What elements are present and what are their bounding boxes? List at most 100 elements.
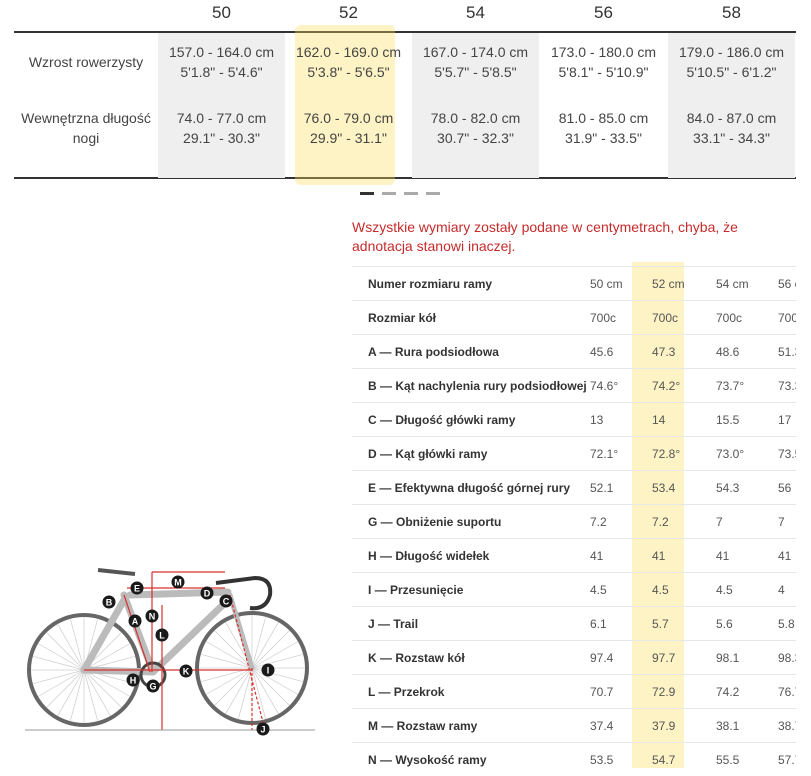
table-cell: 4.5 (652, 583, 669, 597)
table-cell: 54.3 (716, 481, 740, 495)
table-row: G — Obniżenie suportu 7.2 7.2 7 7 (352, 504, 796, 538)
size-cell: 74.0 - 77.0 cm 29.1" - 30.3" (176, 110, 267, 146)
table-cell: 38.7 (778, 719, 796, 733)
table-row: E — Efektywna długość górnej rury 52.1 53.… (352, 470, 796, 504)
marker-d: D (200, 586, 214, 600)
svg-text:L: L (159, 631, 165, 641)
table-cell: 98.1 (716, 651, 740, 665)
table-row: Rozmiar kół700c700c700c700c (352, 300, 796, 334)
table-cell: 7.2 (590, 515, 607, 529)
table-cell: 57.7 (778, 753, 796, 767)
svg-text:I: I (267, 666, 270, 676)
table-cell: 14 (652, 413, 666, 427)
marker-n: N (145, 609, 159, 623)
svg-text:J: J (260, 725, 265, 735)
table-cell: 41 (778, 549, 792, 563)
table-cell: 5.8 (778, 617, 795, 631)
table-cell: 73.7° (716, 379, 745, 393)
table-cell: 7 (778, 515, 785, 529)
size-column-bg (412, 33, 539, 178)
table-cell: 37.9 (652, 719, 676, 733)
highlight-marker (632, 262, 684, 768)
marker-h: H (126, 673, 140, 687)
table-cell: 73.5° (778, 447, 796, 461)
table-cell: 97.4 (590, 651, 614, 665)
size-cell: 78.0 - 82.0 cm 30.7" - 32.3" (430, 110, 521, 146)
table-cell: 700c (590, 311, 617, 325)
table-cell: 38.1 (716, 719, 740, 733)
svg-text:K: K (183, 667, 190, 677)
table-cell: 52.1 (590, 481, 614, 495)
marker-c: C (219, 594, 233, 608)
size-header: 56 (594, 3, 613, 22)
table-row: J — Trail 6.1 5.7 5.6 5.8 (352, 606, 796, 640)
table-cell: 76.7 (778, 685, 796, 699)
svg-text:C: C (223, 597, 230, 607)
size-cell: 76.0 - 79.0 cm 29.9" - 31.1" (303, 110, 394, 146)
table-cell: 51.3 (778, 345, 796, 359)
svg-text:H: H (130, 676, 137, 686)
table-cell: 72.8° (652, 447, 681, 461)
marker-a: A (128, 614, 142, 628)
table-cell: 55.5 (716, 753, 740, 767)
table-row: I — Przesunięcie 4.5 4.5 4.5 4 (352, 572, 796, 606)
size-column-bg (668, 33, 795, 178)
table-cell: 74.2° (652, 379, 681, 393)
row-label: Wewnętrzna długość nogi (21, 110, 151, 146)
table-cell: 700c (652, 311, 679, 325)
table-cell: 50 cm (590, 277, 623, 291)
row-label: Wzrost rowerzysty (28, 54, 144, 70)
units-note: Wszystkie wymiary zostały podane w centy… (352, 219, 738, 254)
carousel-dot[interactable] (426, 192, 440, 195)
table-cell: 48.6 (716, 345, 740, 359)
bike-geometry-diagram: A B C D E G H I J K L M N (25, 568, 315, 736)
marker-l: L (155, 628, 169, 642)
table-cell: 4.5 (716, 583, 733, 597)
table-cell: 56 (778, 481, 792, 495)
carousel-dot[interactable] (382, 192, 396, 195)
carousel-dot[interactable] (404, 192, 418, 195)
table-cell: 74.2 (716, 685, 740, 699)
size-cell: 179.0 - 186.0 cm 5'10.5" - 6'1.2" (678, 44, 785, 80)
table-cell: 4 (778, 583, 785, 597)
table-row: H — Długość widełek 41 41 41 41 (352, 538, 796, 572)
table-cell: 6.1 (590, 617, 607, 631)
handlebar (215, 575, 273, 611)
marker-i: I (261, 663, 275, 677)
table-cell: 41 (652, 549, 666, 563)
table-cell: 73.0° (716, 447, 745, 461)
table-cell: 53.4 (652, 481, 676, 495)
marker-b: B (102, 595, 116, 609)
size-cell: 84.0 - 87.0 cm 33.1" - 34.3" (686, 110, 777, 146)
saddle (97, 568, 136, 576)
table-cell: 37.4 (590, 719, 614, 733)
table-row: B — Kąt nachylenia rury podsiodłowej 74.6… (352, 368, 796, 402)
table-cell: 41 (716, 549, 730, 563)
table-cell: 5.6 (716, 617, 733, 631)
table-cell: 54 cm (716, 277, 749, 291)
table-cell: 73.3° (778, 379, 796, 393)
carousel-dot[interactable] (360, 192, 374, 195)
size-cell: 157.0 - 164.0 cm 5'1.8" - 5'4.6" (168, 44, 275, 80)
svg-text:M: M (174, 578, 182, 588)
table-cell: 41 (590, 549, 604, 563)
table-cell: 15.5 (716, 413, 740, 427)
table-cell: 97.7 (652, 651, 676, 665)
size-column-bg (158, 33, 285, 178)
table-cell: 7 (716, 515, 723, 529)
table-cell: 7.2 (652, 515, 669, 529)
table-cell: 72.1° (590, 447, 619, 461)
marker-j: J (256, 722, 270, 736)
table-cell: 98.3 (778, 651, 796, 665)
table-row: C — Długość główki ramy 13 14 15.5 17 (352, 402, 796, 436)
size-header: 54 (466, 3, 485, 22)
marker-e: E (130, 581, 144, 595)
size-cell: 167.0 - 174.0 cm 5'5.7" - 5'8.5" (422, 44, 529, 80)
